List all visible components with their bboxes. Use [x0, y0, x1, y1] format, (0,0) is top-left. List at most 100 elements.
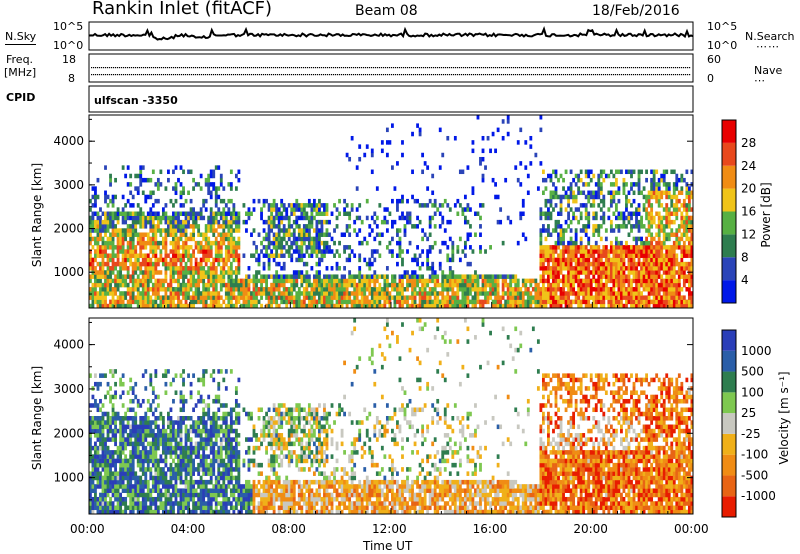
- power-cell: [272, 240, 276, 246]
- power-cell: [159, 169, 163, 175]
- power-cell: [174, 257, 178, 263]
- power-cell: [227, 211, 231, 216]
- power-cell: [539, 257, 543, 263]
- power-cell: [229, 245, 233, 250]
- power-cell: [280, 291, 284, 296]
- freq-point: [579, 67, 581, 69]
- power-cell: [297, 249, 301, 254]
- power-cell: [539, 303, 543, 309]
- power-cell: [109, 278, 112, 284]
- power-cell: [416, 278, 419, 284]
- power-cell: [330, 282, 334, 288]
- power-cell: [506, 299, 510, 305]
- freq-point: [517, 67, 519, 69]
- power-cell: [295, 245, 299, 250]
- power-cell: [209, 169, 213, 175]
- power-cell: [607, 266, 611, 271]
- power-cell: [338, 299, 341, 305]
- power-cell: [393, 287, 397, 292]
- power-cell: [209, 253, 213, 258]
- power-cell: [401, 257, 404, 263]
- power-cell: [141, 245, 145, 250]
- power-cell: [222, 219, 226, 225]
- freq-point: [487, 67, 489, 69]
- nave-point: [169, 74, 171, 76]
- power-cell: [104, 194, 107, 200]
- power-cell: [121, 274, 125, 279]
- power-cell: [240, 291, 243, 296]
- power-cell: [453, 291, 457, 296]
- freq-point: [573, 67, 575, 69]
- power-cell: [433, 198, 437, 204]
- power-cell: [652, 253, 656, 258]
- power-cell: [224, 253, 228, 258]
- power-cell: [335, 299, 339, 305]
- power-cell: [315, 228, 319, 233]
- power-cell: [114, 228, 117, 233]
- power-cell: [453, 135, 457, 141]
- power-cell: [149, 240, 153, 246]
- power-cell: [124, 219, 128, 225]
- nave-point: [575, 74, 577, 76]
- nave-point: [445, 74, 447, 76]
- power-cell: [222, 224, 226, 229]
- power-cell: [300, 253, 304, 258]
- power-cell: [217, 219, 221, 225]
- power-cell: [549, 211, 553, 216]
- power-cell: [350, 291, 354, 296]
- power-cell: [632, 224, 636, 229]
- power-cell: [144, 278, 148, 284]
- velocity-cell: [106, 484, 110, 489]
- power-cell: [348, 232, 352, 237]
- power-cell: [421, 299, 425, 305]
- velocity-cell: [99, 462, 102, 468]
- power-cell: [672, 207, 676, 212]
- power-cell: [604, 257, 608, 263]
- power-cell: [318, 207, 321, 212]
- power-cell: [582, 261, 586, 267]
- power-cell: [602, 299, 606, 305]
- power-cell: [637, 274, 641, 279]
- power-cell: [547, 274, 550, 279]
- power-cell: [617, 228, 621, 233]
- power-cell: [340, 299, 344, 305]
- power-cell: [584, 249, 588, 254]
- power-cell: [391, 236, 394, 242]
- nave-point: [399, 74, 401, 76]
- power-cell: [521, 198, 525, 204]
- power-cell: [179, 299, 183, 305]
- power-cell: [318, 219, 321, 225]
- power-cell: [267, 257, 271, 263]
- power-cell: [265, 295, 268, 300]
- power-cell: [156, 287, 160, 292]
- power-cell: [516, 299, 520, 305]
- power-cell: [448, 278, 452, 284]
- power-cell: [567, 261, 570, 267]
- power-cell: [262, 245, 266, 250]
- nave-point: [521, 74, 523, 76]
- power-cell: [126, 245, 130, 250]
- power-cell: [622, 190, 626, 196]
- power-cell: [270, 299, 274, 305]
- power-cell: [650, 215, 654, 221]
- power-cell: [594, 299, 598, 305]
- power-cell: [463, 295, 467, 300]
- power-cell: [448, 287, 452, 292]
- power-cell: [267, 236, 271, 242]
- power-cell: [622, 261, 626, 267]
- nave-point: [299, 74, 301, 76]
- power-cell: [607, 190, 611, 196]
- power-cell: [665, 295, 669, 300]
- power-cell: [192, 295, 195, 300]
- velocity-cell: [104, 445, 107, 451]
- power-cell: [542, 224, 545, 229]
- power-cell: [650, 190, 654, 196]
- power-cell: [672, 169, 676, 175]
- power-cell: [307, 219, 311, 225]
- power-cell: [604, 282, 608, 288]
- power-cell: [240, 278, 243, 284]
- power-cell: [672, 219, 676, 225]
- power-cell: [222, 299, 226, 305]
- power-cell: [620, 240, 623, 246]
- power-cell: [393, 219, 397, 225]
